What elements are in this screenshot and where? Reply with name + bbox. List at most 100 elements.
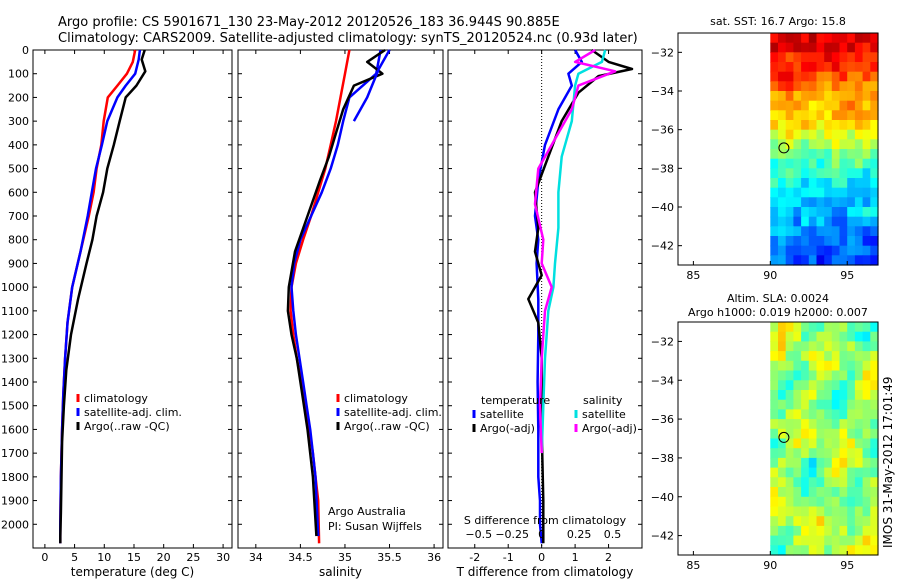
sst_map-ytick-label: −42 xyxy=(651,240,674,253)
sst_map-cell xyxy=(839,129,848,140)
salinity-frame xyxy=(237,49,444,549)
sla_map-cell xyxy=(785,370,794,381)
sst_map-cell xyxy=(824,178,833,189)
sla_map-cell xyxy=(847,409,856,420)
sla_map-cell xyxy=(778,370,787,381)
sla_map-frame xyxy=(677,321,879,556)
difference-legend-title: temperature xyxy=(481,394,550,407)
sla_map-cell xyxy=(801,535,810,546)
sla_map-cell xyxy=(831,351,841,362)
sst_map-cell xyxy=(808,120,818,131)
sla_map-cell xyxy=(854,409,864,420)
sla_map-cell xyxy=(870,448,879,459)
sst_map-cell xyxy=(770,91,779,102)
sla_map-cell xyxy=(816,448,825,459)
sla_map-cell xyxy=(824,370,833,381)
sla_map-cell xyxy=(847,360,856,372)
sst_map-cell xyxy=(770,187,779,198)
sla_map-cell xyxy=(870,477,879,488)
sla_map-cell xyxy=(770,331,779,342)
sla_map-xtick-label: 85 xyxy=(686,559,700,572)
salinity-xtick-label: 36 xyxy=(427,551,441,564)
sla_map-cell xyxy=(831,506,841,517)
sst_map-cell xyxy=(854,207,864,218)
sla_map-cell xyxy=(778,322,787,333)
sla_map-cell xyxy=(770,390,779,401)
sst_map-cell xyxy=(770,100,779,111)
sst_map-cell xyxy=(770,42,779,53)
sst_map-cell xyxy=(847,81,856,92)
sla_map-cell xyxy=(770,496,779,508)
sla_map-cell xyxy=(785,360,794,372)
salinity-legend-label: climatology xyxy=(344,392,408,405)
sla_map-cell xyxy=(770,487,779,498)
temperature-legend-label: climatology xyxy=(84,392,148,405)
sla_map-cell xyxy=(831,496,841,508)
sst_map-cell xyxy=(770,216,779,227)
temperature-xtick-label: 0 xyxy=(41,551,48,564)
sst_map-cell xyxy=(793,62,802,73)
sla_map-cell xyxy=(770,525,779,537)
sst_map-cell xyxy=(862,81,871,92)
sst_map-cell xyxy=(816,91,825,102)
sst_map-cell xyxy=(831,52,841,63)
salinity-xtick-label: 34 xyxy=(249,551,263,564)
sst_map-cell xyxy=(839,81,848,92)
sla_map-cell xyxy=(793,419,802,430)
sla_map-cell xyxy=(816,496,825,508)
temperature-legend-label: satellite-adj. clim. xyxy=(84,406,182,419)
sla_map-cell xyxy=(870,525,879,537)
sst_map-cell xyxy=(770,245,779,256)
sla_map-cell xyxy=(816,331,825,342)
sla_map-cell xyxy=(870,545,879,556)
sla_map-cell xyxy=(808,448,818,459)
sla_map-cell xyxy=(793,467,802,478)
sst_map-cell xyxy=(870,236,879,247)
temperature-ytick-label: 1800 xyxy=(1,471,29,484)
sst_map-ytick-label: −36 xyxy=(651,124,674,137)
difference-xtick-top-label: −0.25 xyxy=(495,528,529,541)
sla_map-cell xyxy=(770,399,779,410)
sla_map-cell xyxy=(839,516,848,527)
sla_map-cell xyxy=(816,370,825,381)
sla_map-ytick-label: −42 xyxy=(651,530,674,543)
temperature-ytick-label: 1400 xyxy=(1,376,29,389)
sla_map-cell xyxy=(839,409,848,420)
sst_map-cell xyxy=(854,178,864,189)
sla_map-cell xyxy=(847,487,856,498)
sst_map-cell xyxy=(854,187,864,198)
sla_map-cell xyxy=(824,545,833,556)
sla_map-cell xyxy=(793,351,802,362)
sst_map-cell xyxy=(808,236,818,247)
sla_map-cell xyxy=(831,322,841,333)
sst_map-cell xyxy=(793,168,802,179)
temperature-ytick-label: 1700 xyxy=(1,447,29,460)
sla_map-cell xyxy=(785,341,794,352)
sla_map-cell xyxy=(870,428,879,440)
sla_map-cell xyxy=(793,380,802,391)
sst_map-cell xyxy=(778,71,787,82)
sla_map-cell xyxy=(801,380,810,391)
sst_map-cell xyxy=(785,62,794,73)
sst_map-cell xyxy=(854,139,864,150)
sst_map-cell xyxy=(831,42,841,53)
sla_map-cell xyxy=(854,545,864,556)
sst_map-cell xyxy=(793,226,802,237)
sla_map-cell xyxy=(854,535,864,546)
footer-timestamp: IMOS 31-May-2012 17:01:49 xyxy=(881,376,895,548)
sla_map-cell xyxy=(839,428,848,440)
sla_map-cell xyxy=(808,545,818,556)
sst_map-cell xyxy=(862,52,871,63)
sla_map-cell xyxy=(831,545,841,556)
sst_map-cell xyxy=(831,245,841,256)
sst_map-cell xyxy=(770,139,779,150)
sla_map-cell xyxy=(770,419,779,430)
sla_map-cell xyxy=(862,370,871,381)
difference-xtick-label: 2 xyxy=(605,551,612,564)
sla_map-cell xyxy=(816,409,825,420)
sla_map-cell xyxy=(831,438,841,449)
sst_map-cell xyxy=(854,255,864,266)
sla_map-cell xyxy=(801,516,810,527)
sst_map-xtick-label: 95 xyxy=(840,269,854,282)
sla_map-cell xyxy=(854,506,864,517)
